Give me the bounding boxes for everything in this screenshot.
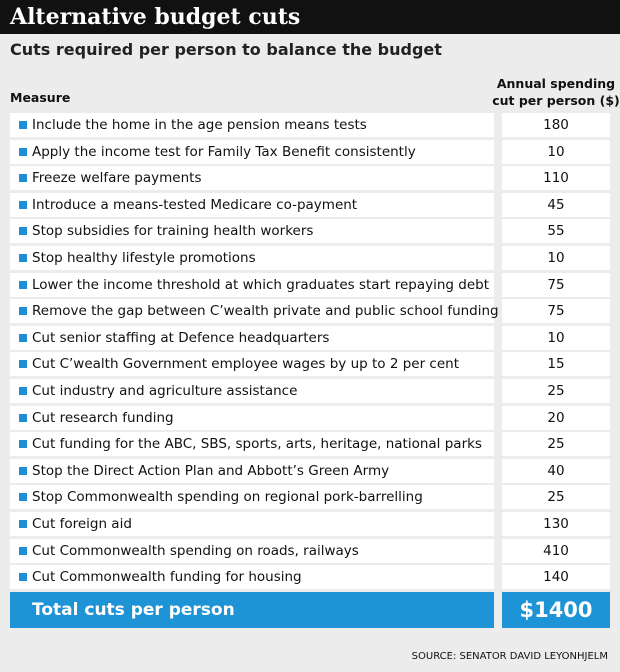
bullet	[19, 121, 27, 129]
measure-cell: Cut senior staffing at Defence headquart…	[10, 325, 494, 350]
bullet	[19, 493, 27, 502]
measure-cell: Cut industry and agriculture assistance	[10, 379, 494, 403]
value-cell: 15	[502, 352, 610, 377]
measure-cell: Include the home in the age pension mean…	[10, 113, 494, 137]
measure-cell: Cut foreign aid	[10, 512, 494, 536]
bullet	[19, 440, 27, 449]
value-cell: 180	[502, 113, 610, 137]
value-cell: 45	[502, 192, 610, 217]
bullet	[19, 360, 27, 369]
measure-cell: Stop Commonwealth spending on regional p…	[10, 485, 494, 510]
total-value: $1400	[502, 592, 610, 629]
bullet	[19, 333, 27, 342]
source: SOURCE: SENATOR DAVID LEYONHJELM	[411, 651, 608, 662]
measure-cell: Introduce a means-tested Medicare co-pay…	[10, 192, 494, 217]
value-cell: 140	[502, 565, 610, 590]
bullet	[19, 147, 27, 156]
measure-cell: Cut C’wealth Government employee wages b…	[10, 352, 494, 377]
value-cell: 25	[502, 432, 610, 457]
measure-cell: Stop healthy lifestyle promotions	[10, 246, 494, 270]
measure-cell: Cut Commonwealth funding for housing	[10, 565, 494, 590]
value-cell: 25	[502, 485, 610, 510]
measure-cell: Apply the income test for Family Tax Ben…	[10, 139, 494, 164]
bullet	[19, 387, 27, 395]
bullet	[19, 174, 27, 183]
measure-cell: Remove the gap between C’wealth private …	[10, 299, 499, 324]
bullet	[19, 200, 27, 209]
value-cell: 130	[502, 512, 610, 536]
title: Alternative budget cuts	[0, 0, 620, 34]
value-cell: 25	[502, 379, 610, 403]
column-header: Measure	[10, 90, 71, 105]
bullet	[19, 280, 27, 289]
value-cell: 55	[502, 219, 610, 244]
value-cell: 410	[502, 538, 610, 563]
measure-cell: Freeze welfare payments	[10, 166, 494, 191]
bullet	[19, 227, 27, 236]
value-cell: 110	[502, 166, 610, 191]
value-cell: 20	[502, 405, 610, 430]
measure-cell: Stop subsidies for training health worke…	[10, 219, 494, 244]
bullet	[19, 573, 27, 582]
value-cell: 75	[502, 299, 610, 324]
bullet	[19, 466, 27, 475]
value-cell: 40	[502, 458, 610, 483]
measure-cell: Stop the Direct Action Plan and Abbott’s…	[10, 458, 494, 483]
bullet	[19, 307, 27, 316]
measure-cell: Lower the income threshold at which grad…	[10, 272, 494, 297]
measure-cell: Cut funding for the ABC, SBS, sports, ar…	[10, 432, 494, 457]
bullet	[19, 254, 27, 262]
value-cell: 75	[502, 272, 610, 297]
total-label: Total cuts per person	[10, 592, 494, 629]
value-cell: 10	[502, 246, 610, 270]
bullet	[19, 546, 27, 555]
value-cell: 10	[502, 139, 610, 164]
bullet	[19, 520, 27, 528]
measure-cell: Cut Commonwealth spending on roads, rail…	[10, 538, 494, 563]
column-header: Annual spending cut per person ($)	[492, 76, 620, 108]
measure-cell: Cut research funding	[10, 405, 494, 430]
subtitle: Cuts required per person to balance the …	[10, 40, 442, 59]
value-cell: 10	[502, 325, 610, 350]
bullet	[19, 413, 27, 422]
